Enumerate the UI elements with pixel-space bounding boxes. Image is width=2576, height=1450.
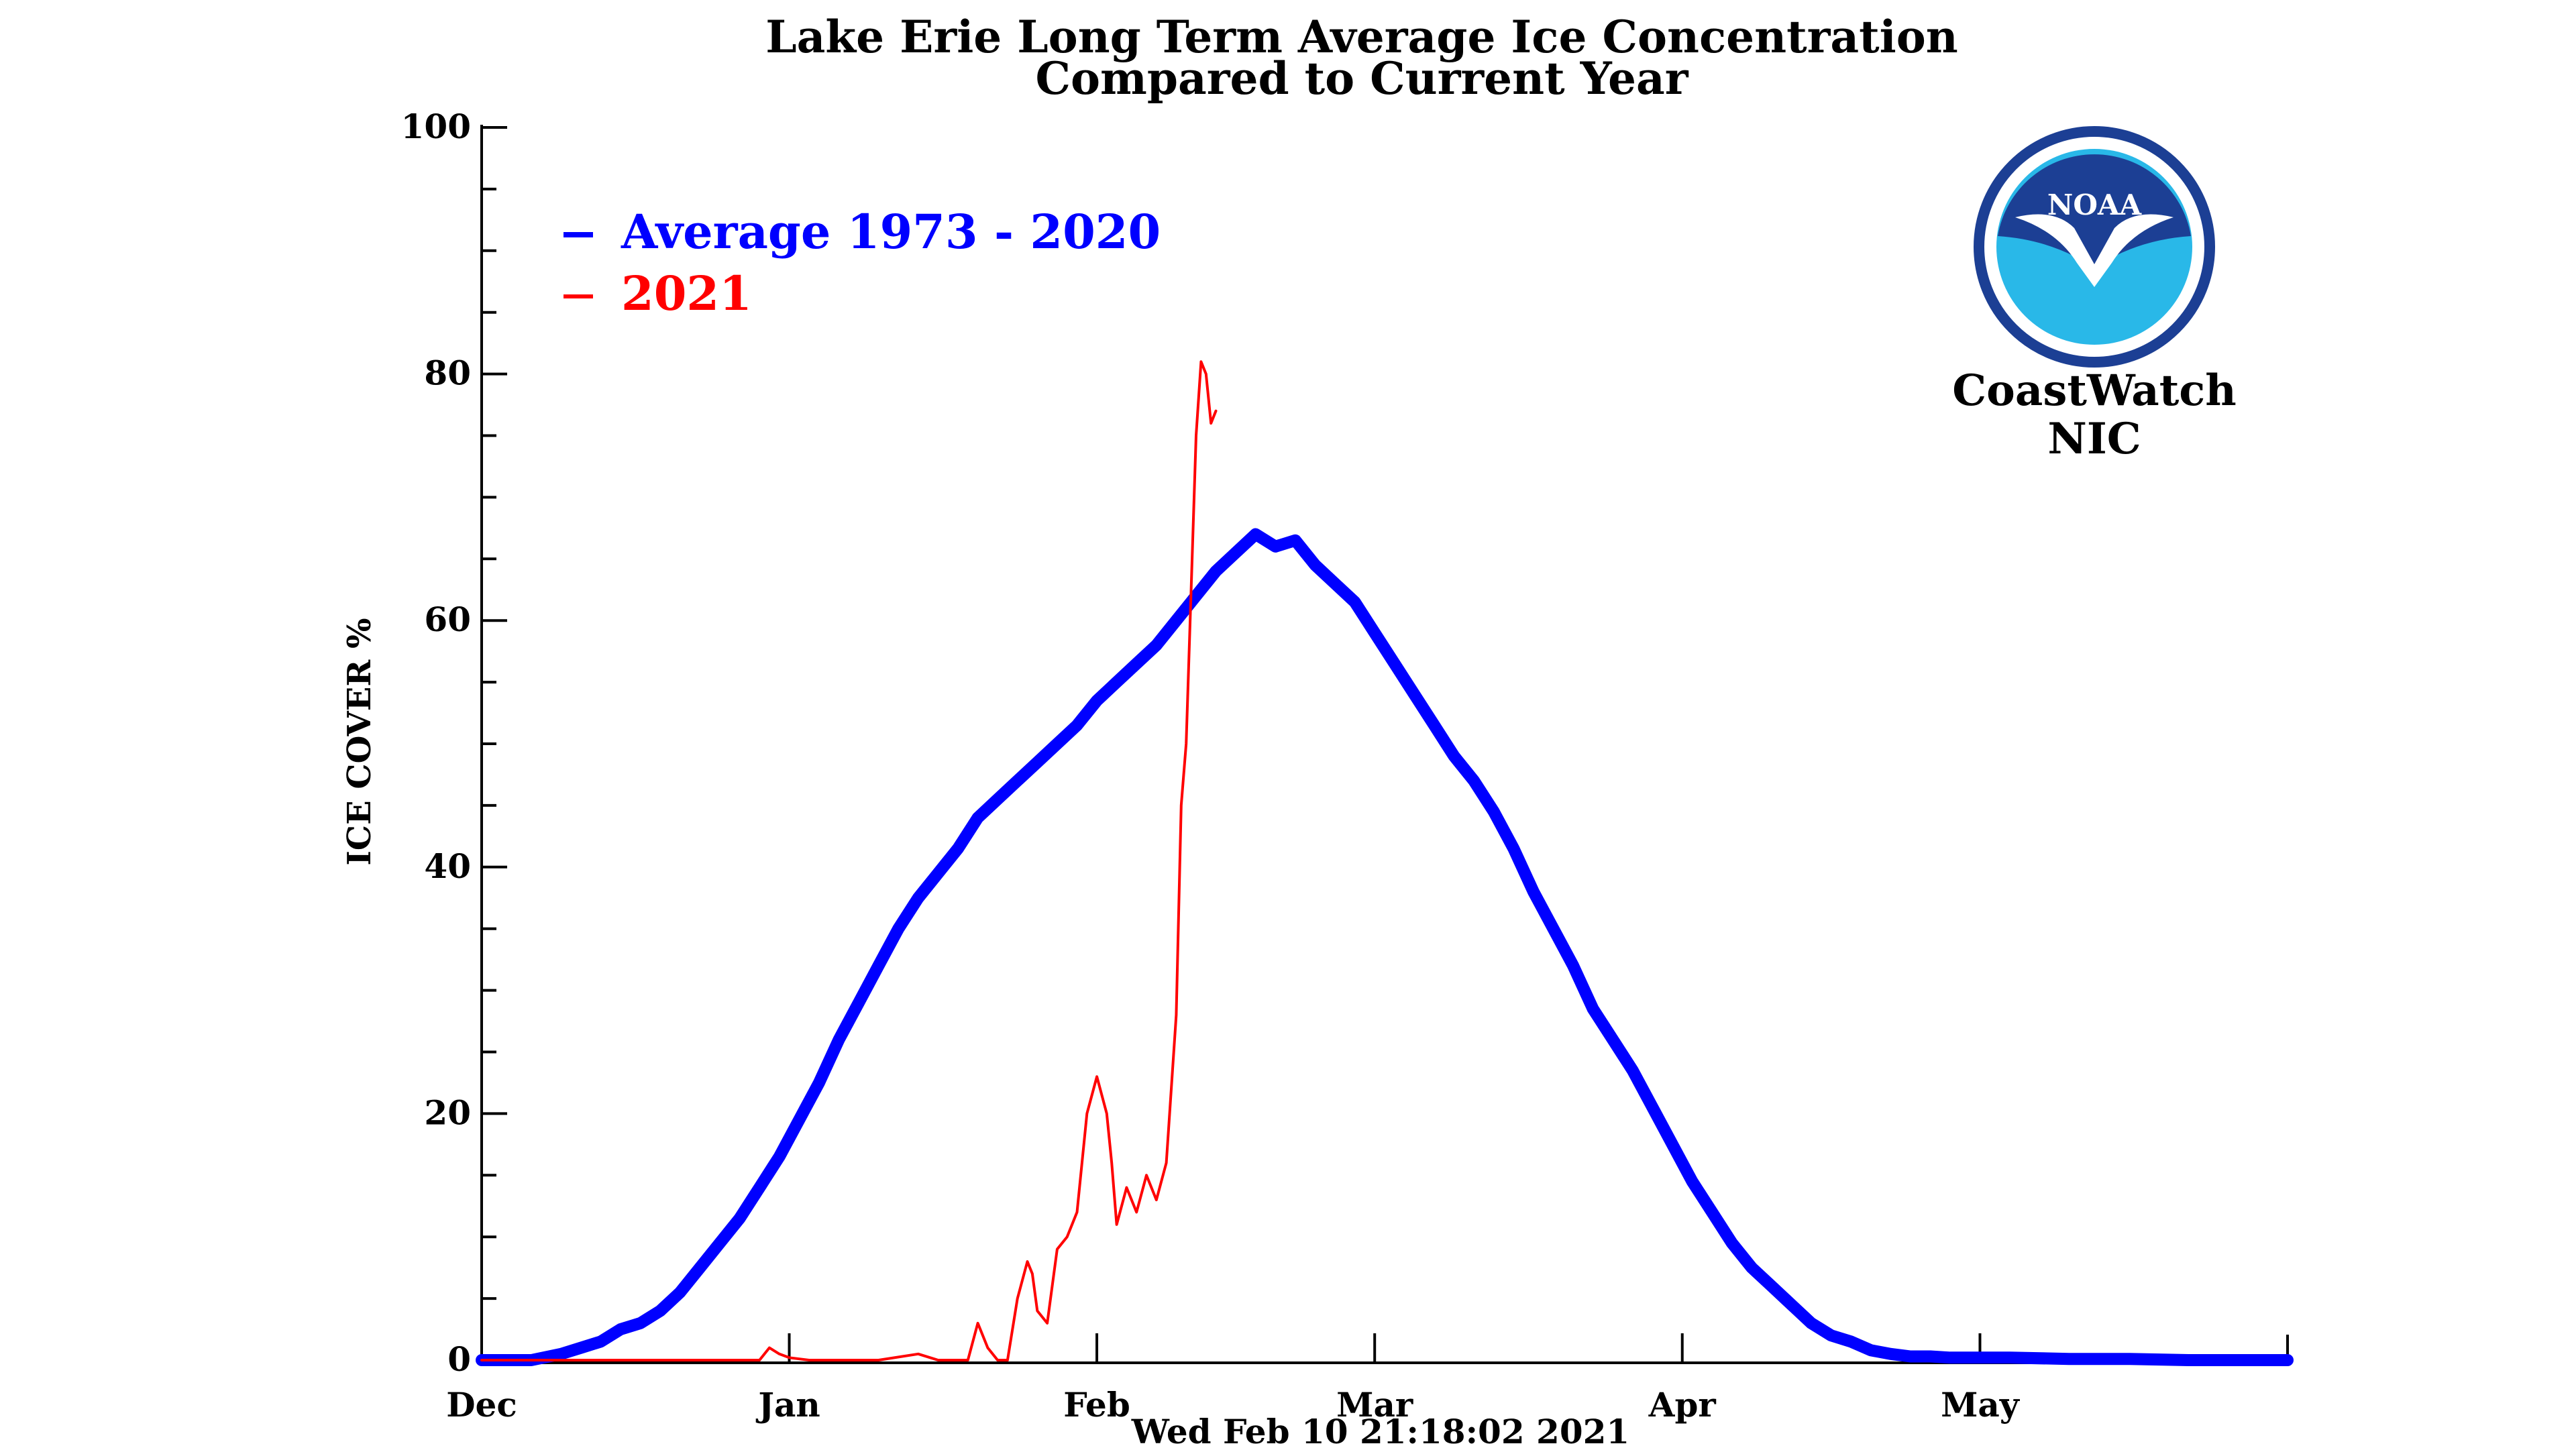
noaa-logo: NOAA CoastWatch NIC [1952, 126, 2237, 464]
logo-caption-coastwatch: CoastWatch [1952, 366, 2237, 416]
x-tick-label: May [1941, 1385, 2021, 1425]
x-tick-label: Jan [755, 1385, 820, 1425]
x-tick-label: Mar [1336, 1385, 1413, 1425]
y-tick-label: 40 [424, 846, 471, 886]
legend: Average 1973 - 2020 2021 [564, 204, 1161, 321]
x-axis-caption: Wed Feb 10 21:18:02 2021 [1131, 1412, 1629, 1450]
y-tick-label: 100 [401, 107, 471, 146]
series-group [476, 360, 2294, 1366]
logo-seagull-shape [2015, 214, 2174, 287]
series-line-2021 [480, 360, 1218, 1361]
logo-dark-top [1998, 154, 2191, 268]
y-ticks: 0 20 40 60 80 100 [401, 107, 507, 1379]
logo-badge-text: NOAA [2047, 188, 2143, 221]
y-tick-label: 0 [447, 1339, 471, 1379]
y-tick-label: 60 [424, 600, 471, 639]
y-axis-label: ICE COVER % [341, 618, 378, 865]
x-tick-label: Dec [446, 1385, 517, 1425]
legend-label-2021: 2021 [621, 266, 752, 321]
x-tick-label: Apr [1648, 1385, 1717, 1425]
logo-caption-nic: NIC [2047, 414, 2141, 464]
y-tick-label: 20 [424, 1093, 471, 1132]
x-ticks: Dec Jan Feb Mar Apr May [446, 1333, 2021, 1425]
chart-title: Lake Erie Long Term Average Ice Concentr… [765, 11, 1958, 63]
chart-subtitle: Compared to Current Year [1035, 52, 1688, 105]
y-tick-label: 80 [424, 353, 471, 393]
series-line-average [476, 528, 2294, 1366]
legend-label-average: Average 1973 - 2020 [621, 204, 1161, 260]
x-tick-label: Feb [1063, 1385, 1130, 1425]
